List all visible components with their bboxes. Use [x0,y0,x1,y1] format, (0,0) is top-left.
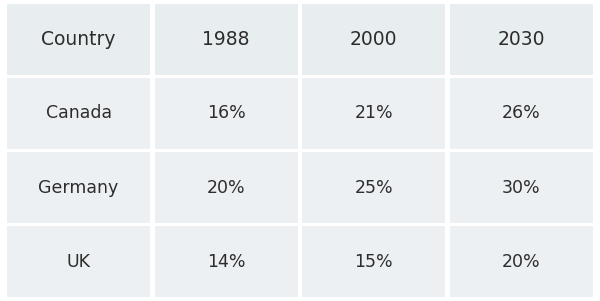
Bar [450,226,593,297]
Text: Canada: Canada [46,104,112,123]
Bar [302,4,445,75]
Text: 2030: 2030 [497,30,545,49]
Bar [155,152,298,223]
Text: 20%: 20% [502,253,541,271]
Text: 15%: 15% [355,253,393,271]
Bar [450,152,593,223]
Text: UK: UK [67,253,91,271]
Text: 25%: 25% [355,178,393,197]
Bar [7,152,150,223]
Bar [302,78,445,149]
Text: Country: Country [41,30,116,49]
Bar [7,78,150,149]
Bar [302,226,445,297]
Text: Germany: Germany [38,178,119,197]
Text: 16%: 16% [207,104,245,123]
Text: 20%: 20% [207,178,245,197]
Text: 1988: 1988 [202,30,250,49]
Bar [450,78,593,149]
Bar [302,152,445,223]
Bar [450,4,593,75]
Text: 2000: 2000 [350,30,398,49]
Bar [155,4,298,75]
Text: 30%: 30% [502,178,541,197]
Bar [7,4,150,75]
Text: 21%: 21% [355,104,393,123]
Bar [155,78,298,149]
Text: 26%: 26% [502,104,541,123]
Text: 14%: 14% [207,253,245,271]
Bar [155,226,298,297]
Bar [7,226,150,297]
